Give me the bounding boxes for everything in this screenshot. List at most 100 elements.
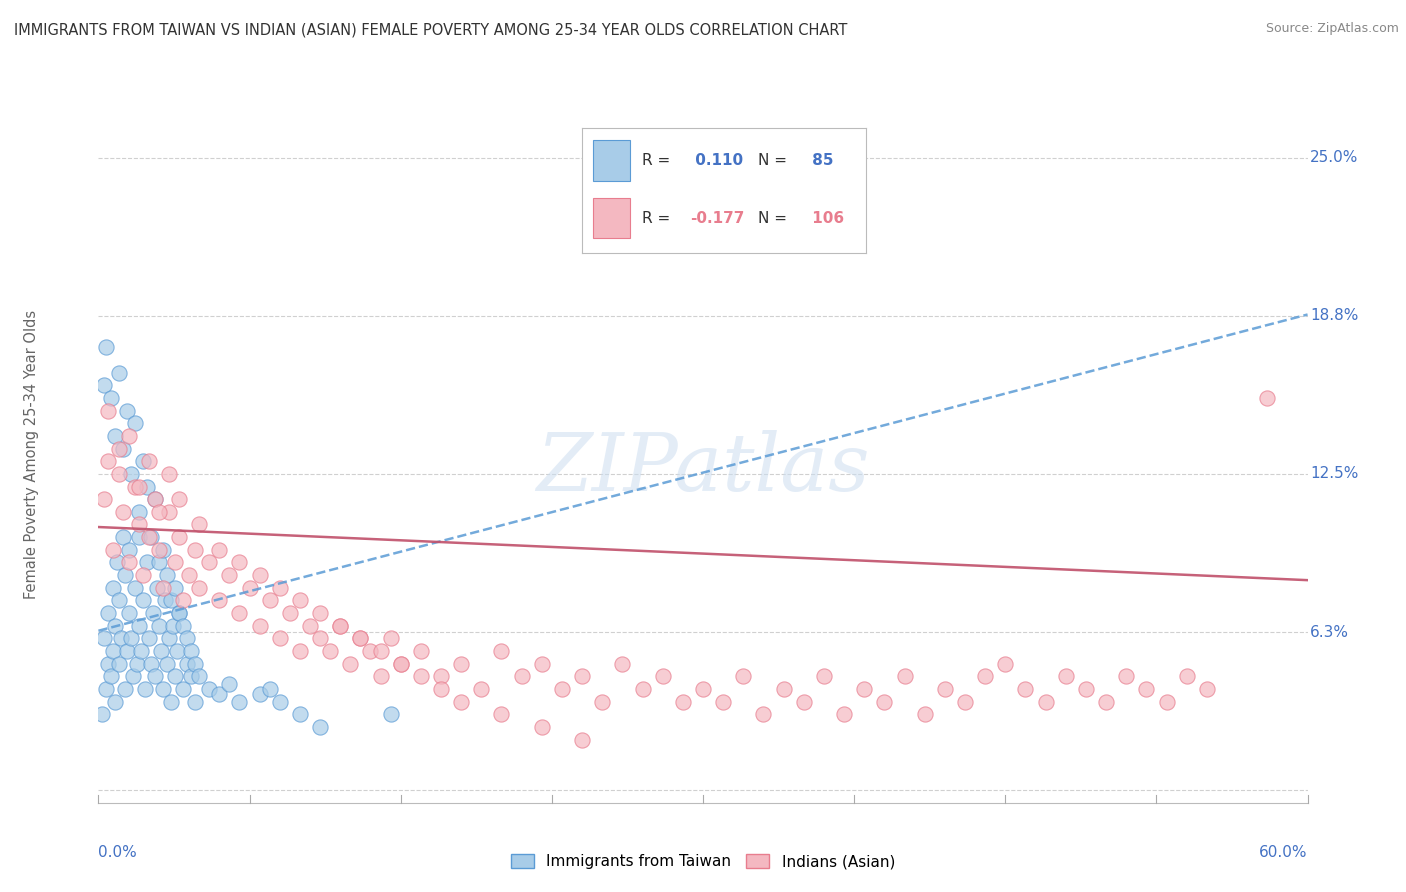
- Point: [101, 581, 124, 595]
- Point: [530, 720, 553, 734]
- Point: [832, 707, 855, 722]
- Point: [752, 707, 775, 722]
- Point: [1074, 681, 1097, 696]
- Point: [228, 606, 250, 620]
- Point: [121, 669, 143, 683]
- Point: [208, 593, 231, 607]
- Point: [249, 568, 271, 582]
- Point: [259, 593, 281, 607]
- Point: [953, 695, 976, 709]
- Point: [149, 644, 172, 658]
- Point: [349, 632, 371, 646]
- Point: [994, 657, 1017, 671]
- Point: [111, 442, 134, 456]
- Point: [132, 454, 155, 468]
- Point: [218, 568, 240, 582]
- Point: [380, 707, 402, 722]
- Point: [91, 707, 114, 722]
- Point: [329, 618, 352, 632]
- Point: [128, 505, 150, 519]
- Point: [278, 606, 301, 620]
- Point: [269, 581, 291, 595]
- Point: [329, 618, 352, 632]
- Point: [309, 606, 332, 620]
- Point: [167, 606, 190, 620]
- Point: [139, 657, 162, 671]
- Point: [138, 530, 160, 544]
- Text: Source: ZipAtlas.com: Source: ZipAtlas.com: [1265, 22, 1399, 36]
- Point: [259, 681, 281, 696]
- Point: [184, 695, 207, 709]
- Point: [152, 542, 174, 557]
- Text: 12.5%: 12.5%: [1310, 467, 1358, 482]
- Point: [103, 429, 125, 443]
- Point: [380, 632, 402, 646]
- Point: [97, 454, 120, 468]
- Point: [153, 593, 176, 607]
- Point: [110, 632, 132, 646]
- Text: 0.0%: 0.0%: [98, 845, 138, 860]
- Point: [96, 681, 118, 696]
- Point: [430, 669, 453, 683]
- Point: [349, 632, 371, 646]
- Point: [128, 517, 150, 532]
- Point: [1135, 681, 1157, 696]
- Point: [360, 644, 382, 658]
- Point: [114, 681, 136, 696]
- Point: [228, 695, 250, 709]
- Point: [118, 542, 141, 557]
- Point: [1195, 681, 1218, 696]
- Point: [97, 657, 120, 671]
- Point: [160, 695, 183, 709]
- Point: [184, 657, 207, 671]
- Point: [339, 657, 361, 671]
- Point: [934, 681, 956, 696]
- Point: [1014, 681, 1036, 696]
- Point: [142, 606, 165, 620]
- Point: [115, 644, 138, 658]
- Point: [430, 681, 453, 696]
- Point: [571, 732, 593, 747]
- Point: [299, 618, 322, 632]
- Point: [530, 657, 553, 671]
- Point: [124, 479, 146, 493]
- Point: [157, 467, 180, 481]
- Point: [93, 632, 115, 646]
- Point: [631, 681, 654, 696]
- Point: [111, 530, 134, 544]
- Point: [143, 492, 166, 507]
- Point: [370, 669, 392, 683]
- Point: [893, 669, 915, 683]
- Point: [128, 618, 150, 632]
- Point: [111, 505, 134, 519]
- Point: [139, 530, 162, 544]
- Point: [389, 657, 412, 671]
- Point: [793, 695, 815, 709]
- Point: [288, 644, 311, 658]
- Point: [128, 479, 150, 493]
- Point: [166, 644, 188, 658]
- Point: [510, 669, 533, 683]
- Point: [409, 644, 432, 658]
- Point: [103, 618, 125, 632]
- Point: [309, 632, 332, 646]
- Point: [163, 669, 186, 683]
- Point: [132, 568, 155, 582]
- Point: [491, 707, 513, 722]
- Point: [733, 669, 755, 683]
- Point: [148, 505, 170, 519]
- Point: [167, 530, 190, 544]
- Point: [118, 606, 141, 620]
- Point: [188, 669, 211, 683]
- Text: 60.0%: 60.0%: [1260, 845, 1308, 860]
- Point: [162, 618, 184, 632]
- Point: [370, 644, 392, 658]
- Point: [129, 644, 152, 658]
- Point: [571, 669, 593, 683]
- Point: [156, 657, 179, 671]
- Point: [188, 517, 211, 532]
- Point: [172, 593, 194, 607]
- Point: [163, 556, 186, 570]
- Point: [107, 467, 129, 481]
- Point: [1035, 695, 1057, 709]
